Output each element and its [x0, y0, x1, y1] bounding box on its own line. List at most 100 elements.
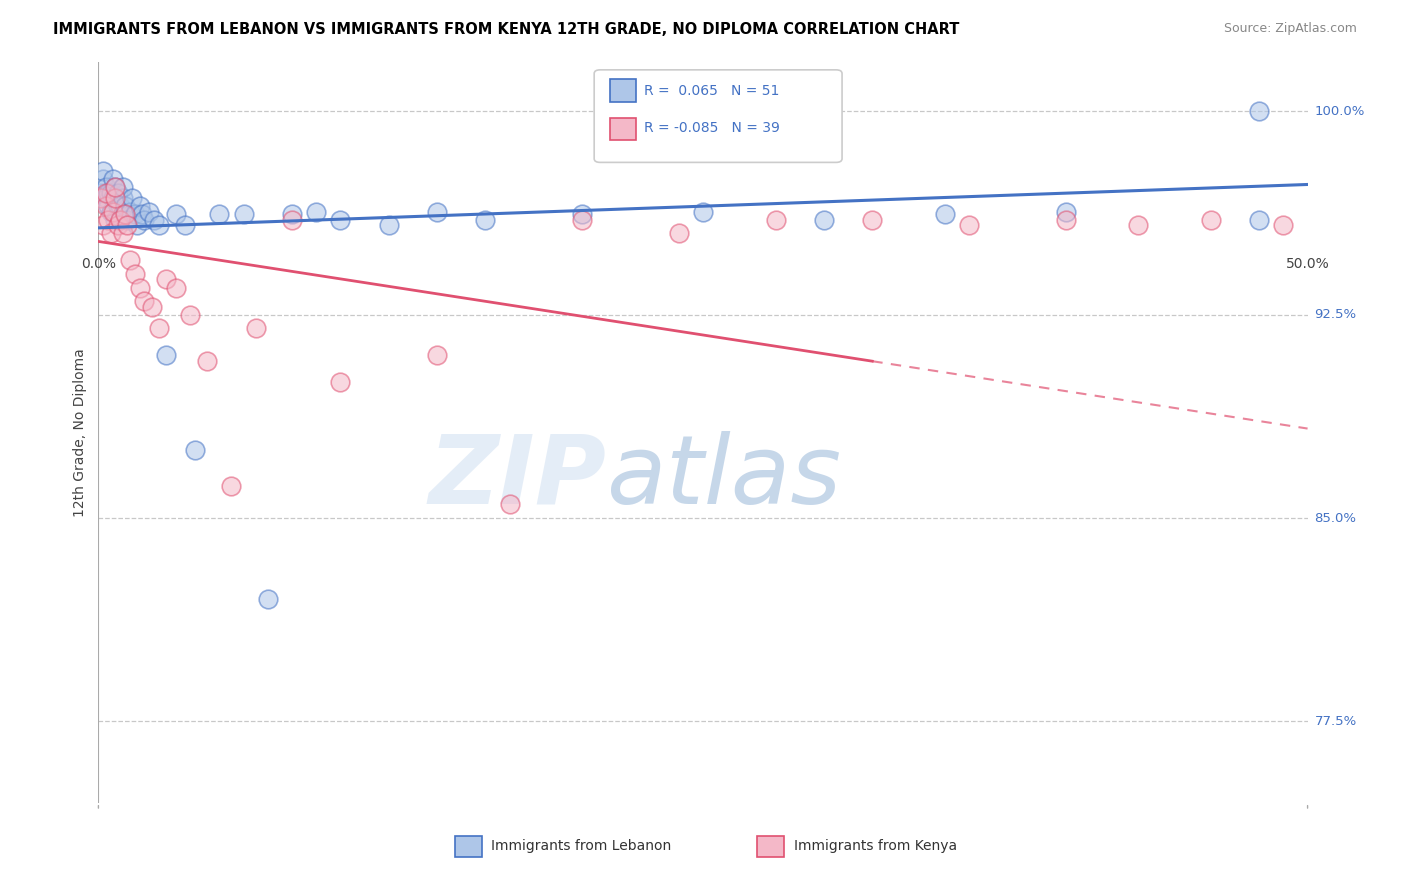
- Text: ZIP: ZIP: [429, 431, 606, 524]
- Point: [426, 348, 449, 362]
- Point: [111, 180, 134, 194]
- Point: [117, 218, 139, 232]
- Point: [100, 227, 122, 241]
- Point: [124, 267, 146, 281]
- Point: [108, 212, 131, 227]
- Text: 85.0%: 85.0%: [1315, 511, 1357, 524]
- Point: [127, 218, 149, 232]
- Point: [934, 207, 956, 221]
- Point: [114, 207, 136, 221]
- Point: [97, 186, 120, 200]
- Point: [141, 300, 163, 314]
- FancyBboxPatch shape: [456, 836, 482, 857]
- Point: [108, 199, 131, 213]
- Point: [1128, 218, 1150, 232]
- FancyBboxPatch shape: [610, 79, 637, 102]
- Point: [94, 186, 117, 200]
- FancyBboxPatch shape: [610, 118, 637, 140]
- Point: [165, 280, 187, 294]
- Point: [143, 212, 166, 227]
- FancyBboxPatch shape: [758, 836, 785, 857]
- Point: [813, 212, 835, 227]
- Point: [94, 199, 117, 213]
- Point: [107, 186, 129, 200]
- Point: [305, 204, 328, 219]
- Point: [668, 227, 690, 241]
- Point: [97, 212, 120, 227]
- Point: [100, 204, 122, 219]
- Text: atlas: atlas: [606, 431, 841, 524]
- Point: [208, 207, 231, 221]
- Point: [571, 207, 593, 221]
- Point: [94, 191, 117, 205]
- Point: [474, 212, 496, 227]
- Text: 50.0%: 50.0%: [1285, 257, 1330, 271]
- Point: [104, 191, 127, 205]
- Text: 77.5%: 77.5%: [1315, 715, 1357, 728]
- Point: [108, 212, 131, 227]
- Point: [1249, 212, 1271, 227]
- Text: 92.5%: 92.5%: [1315, 308, 1357, 321]
- Point: [155, 348, 177, 362]
- Text: 100.0%: 100.0%: [1315, 104, 1365, 118]
- Point: [111, 227, 134, 241]
- Point: [107, 218, 129, 232]
- Point: [131, 207, 153, 221]
- Point: [148, 321, 170, 335]
- Point: [155, 272, 177, 286]
- Point: [221, 478, 243, 492]
- Point: [138, 204, 160, 219]
- Point: [232, 207, 254, 221]
- Point: [97, 199, 120, 213]
- Point: [281, 212, 304, 227]
- Point: [329, 376, 352, 390]
- Point: [114, 199, 136, 213]
- Point: [124, 207, 146, 221]
- Point: [1249, 104, 1271, 119]
- Point: [184, 443, 207, 458]
- Point: [281, 207, 304, 221]
- Point: [426, 204, 449, 219]
- Text: R = -0.085   N = 39: R = -0.085 N = 39: [644, 120, 779, 135]
- Point: [329, 212, 352, 227]
- Point: [1199, 212, 1222, 227]
- Point: [91, 172, 114, 186]
- Point: [107, 199, 129, 213]
- Text: Immigrants from Lebanon: Immigrants from Lebanon: [492, 839, 672, 854]
- Text: IMMIGRANTS FROM LEBANON VS IMMIGRANTS FROM KENYA 12TH GRADE, NO DIPLOMA CORRELAT: IMMIGRANTS FROM LEBANON VS IMMIGRANTS FR…: [53, 22, 960, 37]
- Point: [957, 218, 980, 232]
- Point: [1054, 212, 1077, 227]
- Point: [245, 321, 267, 335]
- Point: [90, 186, 112, 200]
- Point: [118, 204, 141, 219]
- Point: [692, 204, 714, 219]
- Text: 0.0%: 0.0%: [82, 257, 115, 271]
- Text: Immigrants from Kenya: Immigrants from Kenya: [793, 839, 957, 854]
- Point: [179, 308, 201, 322]
- Point: [1054, 204, 1077, 219]
- Y-axis label: 12th Grade, No Diploma: 12th Grade, No Diploma: [73, 348, 87, 517]
- Point: [104, 180, 127, 194]
- Point: [111, 191, 134, 205]
- Point: [765, 212, 787, 227]
- Point: [860, 212, 883, 227]
- Point: [90, 191, 112, 205]
- Point: [101, 172, 124, 186]
- Point: [118, 253, 141, 268]
- Point: [256, 592, 278, 607]
- Point: [195, 353, 218, 368]
- Point: [498, 498, 520, 512]
- Point: [174, 218, 197, 232]
- Point: [128, 280, 150, 294]
- Point: [121, 191, 143, 205]
- Point: [94, 180, 117, 194]
- Text: R =  0.065   N = 51: R = 0.065 N = 51: [644, 84, 779, 97]
- Point: [91, 218, 114, 232]
- Point: [100, 186, 122, 200]
- Point: [91, 164, 114, 178]
- Point: [101, 204, 124, 219]
- Point: [1272, 218, 1295, 232]
- Text: Source: ZipAtlas.com: Source: ZipAtlas.com: [1223, 22, 1357, 36]
- FancyBboxPatch shape: [595, 70, 842, 162]
- Point: [377, 218, 399, 232]
